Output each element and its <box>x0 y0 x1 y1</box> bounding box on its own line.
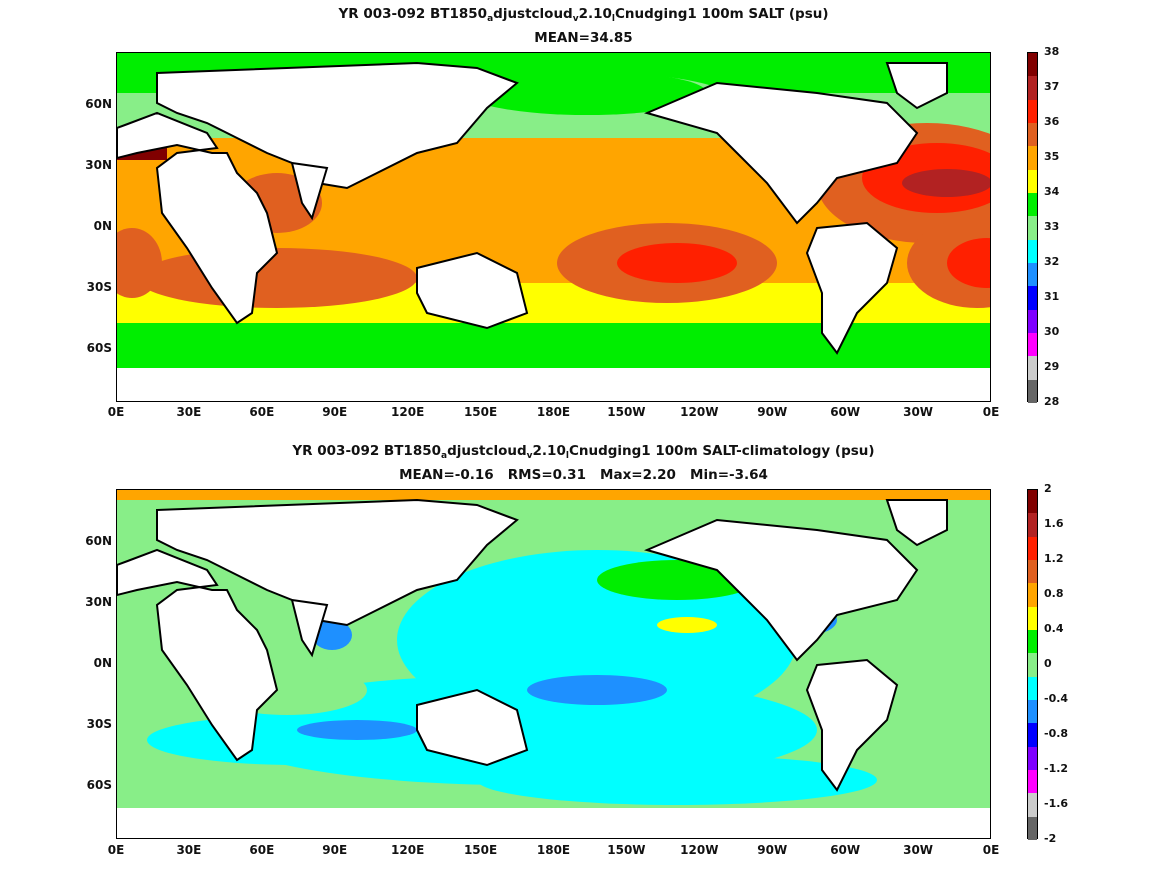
bottom-lon-label: 150E <box>463 843 498 857</box>
top-colorbar-segment <box>1028 356 1037 380</box>
top-colorbar-label: 33 <box>1044 220 1060 233</box>
bottom-colorbar-segment <box>1028 513 1037 537</box>
top-colorbar-segment <box>1028 286 1037 310</box>
bottom-panel-stats: MEAN=-0.16 RMS=0.31 Max=2.20 Min=-3.64 <box>399 467 768 483</box>
top-colorbar-label: 31 <box>1044 290 1060 303</box>
top-colorbar-label: 36 <box>1044 115 1060 128</box>
top-colorbar-segment <box>1028 146 1037 170</box>
top-colorbar-segment <box>1028 216 1037 240</box>
top-colorbar-label: 29 <box>1044 360 1060 373</box>
top-colorbar-segment <box>1028 169 1037 193</box>
bottom-colorbar-label: 0.8 <box>1044 587 1064 600</box>
top-lon-label: 180E <box>536 405 571 419</box>
top-panel-title: YR 003-092 BT1850adjustcloudv2.10lCnudgi… <box>338 6 829 24</box>
bottom-colorbar-label: 1.2 <box>1044 552 1064 565</box>
bottom-colorbar-segment <box>1028 583 1037 607</box>
bottom-lat-label: 30N <box>85 595 112 609</box>
top-lat-label: 0N <box>93 219 112 233</box>
bottom-colorbar-segment <box>1028 723 1037 747</box>
top-colorbar-label: 32 <box>1044 255 1060 268</box>
top-colorbar-segment <box>1028 122 1037 147</box>
bottom-colorbar-label: -0.8 <box>1044 727 1069 740</box>
bottom-colorbar-segment <box>1028 606 1037 630</box>
bottom-colorbar-segment <box>1028 769 1037 794</box>
top-lon-label: 90W <box>757 405 788 419</box>
bottom-colorbar-segment <box>1028 746 1037 770</box>
top-lat-label: 60S <box>86 341 112 355</box>
bottom-colorbar-label: 0.4 <box>1044 622 1064 635</box>
bottom-lon-label: 120E <box>391 843 425 857</box>
bottom-colorbar-label: -1.6 <box>1044 797 1069 810</box>
top-lat-label: 30N <box>85 158 112 172</box>
bottom-panel-title: YR 003-092 BT1850adjustcloudv2.10lCnudgi… <box>292 443 875 461</box>
top-colorbar-label: 28 <box>1044 395 1060 408</box>
top-colorbar-segment <box>1028 379 1037 403</box>
top-lon-label: 150E <box>463 405 498 419</box>
bottom-lon-label: 180E <box>536 843 571 857</box>
top-colorbar-segment <box>1028 76 1037 100</box>
top-lon-label: 0E <box>107 405 125 419</box>
top-colorbar-segment <box>1028 309 1037 333</box>
bottom-lon-label: 150W <box>607 843 646 857</box>
bottom-lon-label: 0E <box>982 843 1000 857</box>
top-lon-label: 60E <box>249 405 275 419</box>
top-lon-label: 30W <box>903 405 934 419</box>
bottom-colorbar-label: -2 <box>1044 832 1057 845</box>
bottom-colorbar-label: 2 <box>1044 482 1052 495</box>
top-colorbar-segment <box>1028 332 1037 357</box>
bottom-colorbar-label: 0 <box>1044 657 1052 670</box>
bottom-colorbar-label: -1.2 <box>1044 762 1069 775</box>
top-colorbar-segment <box>1028 262 1037 287</box>
bottom-anomaly-map <box>116 489 991 839</box>
top-lon-label: 0E <box>982 405 1000 419</box>
top-colorbar-label: 38 <box>1044 45 1060 58</box>
bottom-colorbar-segment <box>1028 629 1037 654</box>
top-colorbar-segment <box>1028 53 1037 77</box>
top-lon-label: 120E <box>391 405 425 419</box>
bottom-lon-label: 30E <box>176 843 202 857</box>
top-lon-label: 90E <box>322 405 348 419</box>
bottom-colorbar-label: -0.4 <box>1044 692 1069 705</box>
top-colorbar-segment <box>1028 239 1037 263</box>
top-lat-label: 30S <box>86 280 112 294</box>
top-lon-label: 120W <box>680 405 719 419</box>
top-colorbar-label: 37 <box>1044 80 1060 93</box>
bottom-lat-label: 60N <box>85 534 112 548</box>
bottom-colorbar <box>1027 489 1038 840</box>
bottom-lon-label: 90W <box>757 843 788 857</box>
bottom-lat-label: 60S <box>86 778 112 792</box>
top-salinity-map <box>116 52 991 402</box>
top-lat-label: 60N <box>85 97 112 111</box>
top-lon-label: 30E <box>176 405 202 419</box>
top-colorbar-label: 30 <box>1044 325 1060 338</box>
bottom-colorbar-segment <box>1028 559 1037 584</box>
bottom-lon-label: 120W <box>680 843 719 857</box>
bottom-colorbar-segment <box>1028 793 1037 817</box>
bottom-lon-label: 90E <box>322 843 348 857</box>
bottom-colorbar-segment <box>1028 816 1037 840</box>
top-colorbar-segment <box>1028 192 1037 217</box>
bottom-colorbar-label: 1.6 <box>1044 517 1064 530</box>
top-lon-label: 60W <box>830 405 861 419</box>
top-colorbar-label: 34 <box>1044 185 1060 198</box>
top-colorbar-label: 35 <box>1044 150 1060 163</box>
bottom-lat-label: 30S <box>86 717 112 731</box>
top-panel-mean: MEAN=34.85 <box>534 30 633 46</box>
bottom-colorbar-segment <box>1028 676 1037 700</box>
top-colorbar <box>1027 52 1038 403</box>
bottom-colorbar-segment <box>1028 536 1037 560</box>
bottom-lon-label: 30W <box>903 843 934 857</box>
bottom-lat-label: 0N <box>93 656 112 670</box>
bottom-lon-label: 60W <box>830 843 861 857</box>
top-lon-label: 150W <box>607 405 646 419</box>
bottom-colorbar-segment <box>1028 699 1037 724</box>
bottom-colorbar-segment <box>1028 653 1037 677</box>
bottom-lon-label: 60E <box>249 843 275 857</box>
bottom-lon-label: 0E <box>107 843 125 857</box>
top-colorbar-segment <box>1028 99 1037 123</box>
bottom-colorbar-segment <box>1028 490 1037 514</box>
